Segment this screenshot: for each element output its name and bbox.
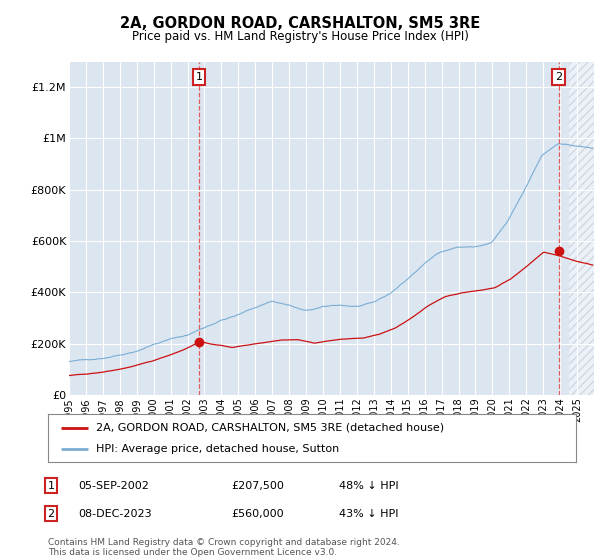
Text: Contains HM Land Registry data © Crown copyright and database right 2024.
This d: Contains HM Land Registry data © Crown c…	[48, 538, 400, 557]
Text: 2: 2	[47, 508, 55, 519]
Text: 48% ↓ HPI: 48% ↓ HPI	[339, 480, 398, 491]
Text: Price paid vs. HM Land Registry's House Price Index (HPI): Price paid vs. HM Land Registry's House …	[131, 30, 469, 43]
Text: £207,500: £207,500	[231, 480, 284, 491]
Text: 2A, GORDON ROAD, CARSHALTON, SM5 3RE: 2A, GORDON ROAD, CARSHALTON, SM5 3RE	[120, 16, 480, 31]
Text: £560,000: £560,000	[231, 508, 284, 519]
Text: 1: 1	[47, 480, 55, 491]
Text: 1: 1	[196, 72, 202, 82]
Text: 2: 2	[555, 72, 562, 82]
Text: 2A, GORDON ROAD, CARSHALTON, SM5 3RE (detached house): 2A, GORDON ROAD, CARSHALTON, SM5 3RE (de…	[95, 423, 443, 433]
Text: 05-SEP-2002: 05-SEP-2002	[78, 480, 149, 491]
Text: 43% ↓ HPI: 43% ↓ HPI	[339, 508, 398, 519]
Text: 08-DEC-2023: 08-DEC-2023	[78, 508, 152, 519]
Text: HPI: Average price, detached house, Sutton: HPI: Average price, detached house, Sutt…	[95, 444, 339, 454]
Bar	[569, 62, 596, 395]
